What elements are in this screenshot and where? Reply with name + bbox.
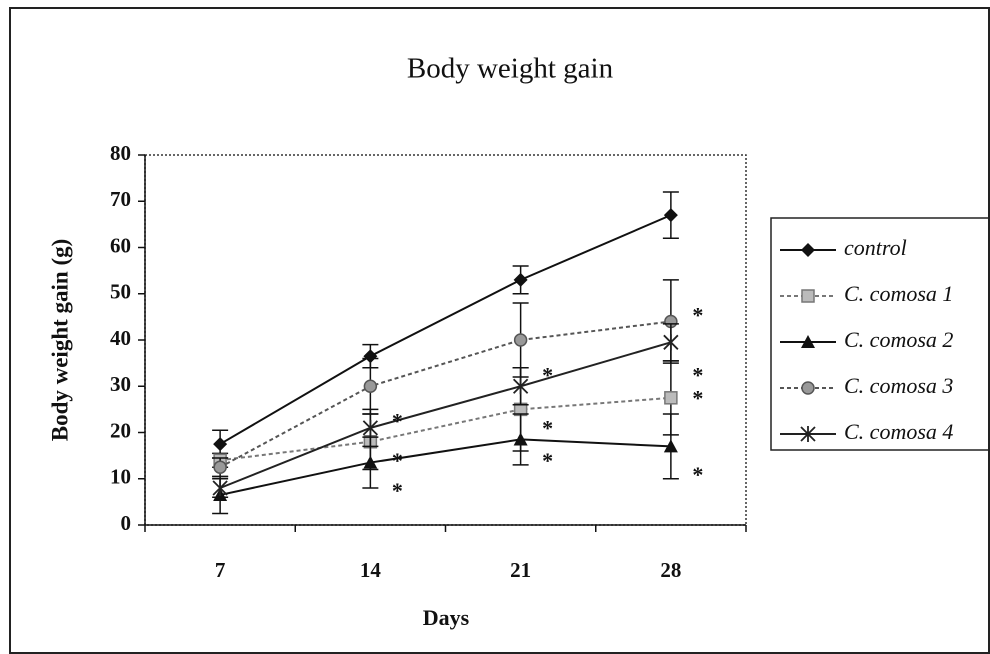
- marker: [513, 432, 528, 446]
- series-line: [219, 341, 672, 489]
- series-line: [219, 438, 671, 496]
- y-tick-label: 40: [110, 326, 131, 350]
- marker: [213, 460, 227, 474]
- y-tick-label: 20: [110, 418, 131, 442]
- marker: [663, 439, 678, 453]
- chart-title: Body weight gain: [407, 53, 614, 85]
- legend-marker: [801, 289, 815, 303]
- annotation: *: [692, 462, 703, 487]
- x-tick-label: 28: [660, 558, 681, 582]
- marker: [363, 455, 378, 469]
- marker: [212, 480, 228, 496]
- legend-label: C. comosa 4: [844, 419, 953, 444]
- y-axis-label: Body weight gain (g): [47, 239, 72, 442]
- annotation: *: [542, 448, 553, 473]
- annotation: *: [542, 362, 553, 387]
- frame: [9, 7, 990, 654]
- marker: [363, 379, 378, 393]
- annotation: *: [692, 386, 703, 411]
- series-line: [220, 396, 671, 462]
- marker: [663, 208, 678, 223]
- plot-area: [144, 154, 747, 526]
- annotation: *: [692, 302, 703, 327]
- marker: [663, 334, 679, 351]
- x-tick-label: 7: [215, 558, 226, 582]
- y-tick-label: 0: [121, 511, 132, 535]
- x-tick-label: 21: [510, 558, 531, 582]
- annotation: *: [392, 409, 403, 434]
- y-tick-label: 60: [110, 233, 131, 257]
- legend-marker: [801, 381, 815, 395]
- marker: [362, 419, 379, 436]
- legend-label: control: [844, 235, 907, 260]
- legend-label: C. comosa 1: [844, 281, 953, 306]
- y-tick-label: 80: [110, 141, 131, 165]
- legend-box: [770, 217, 990, 451]
- marker: [513, 272, 528, 287]
- legend-label: C. comosa 3: [844, 373, 953, 398]
- marker: [513, 333, 528, 347]
- x-axis-label: Days: [423, 605, 470, 630]
- series-line: [219, 320, 671, 469]
- annotation: *: [692, 362, 703, 387]
- legend-marker: [801, 243, 815, 257]
- y-tick-label: 50: [110, 280, 131, 304]
- legend-label: C. comosa 2: [844, 327, 953, 352]
- marker: [213, 437, 228, 452]
- legend-marker: [801, 335, 815, 348]
- legend-marker: [800, 426, 816, 442]
- annotation: *: [542, 416, 553, 441]
- marker: [363, 349, 378, 364]
- marker: [512, 378, 529, 395]
- series-line: [219, 214, 672, 445]
- annotation: *: [392, 478, 403, 503]
- y-tick-label: 10: [110, 465, 131, 489]
- x-tick-label: 14: [360, 558, 382, 582]
- y-tick-label: 70: [110, 187, 131, 211]
- annotation: *: [392, 448, 403, 473]
- marker: [664, 391, 678, 405]
- y-tick-label: 30: [110, 372, 131, 396]
